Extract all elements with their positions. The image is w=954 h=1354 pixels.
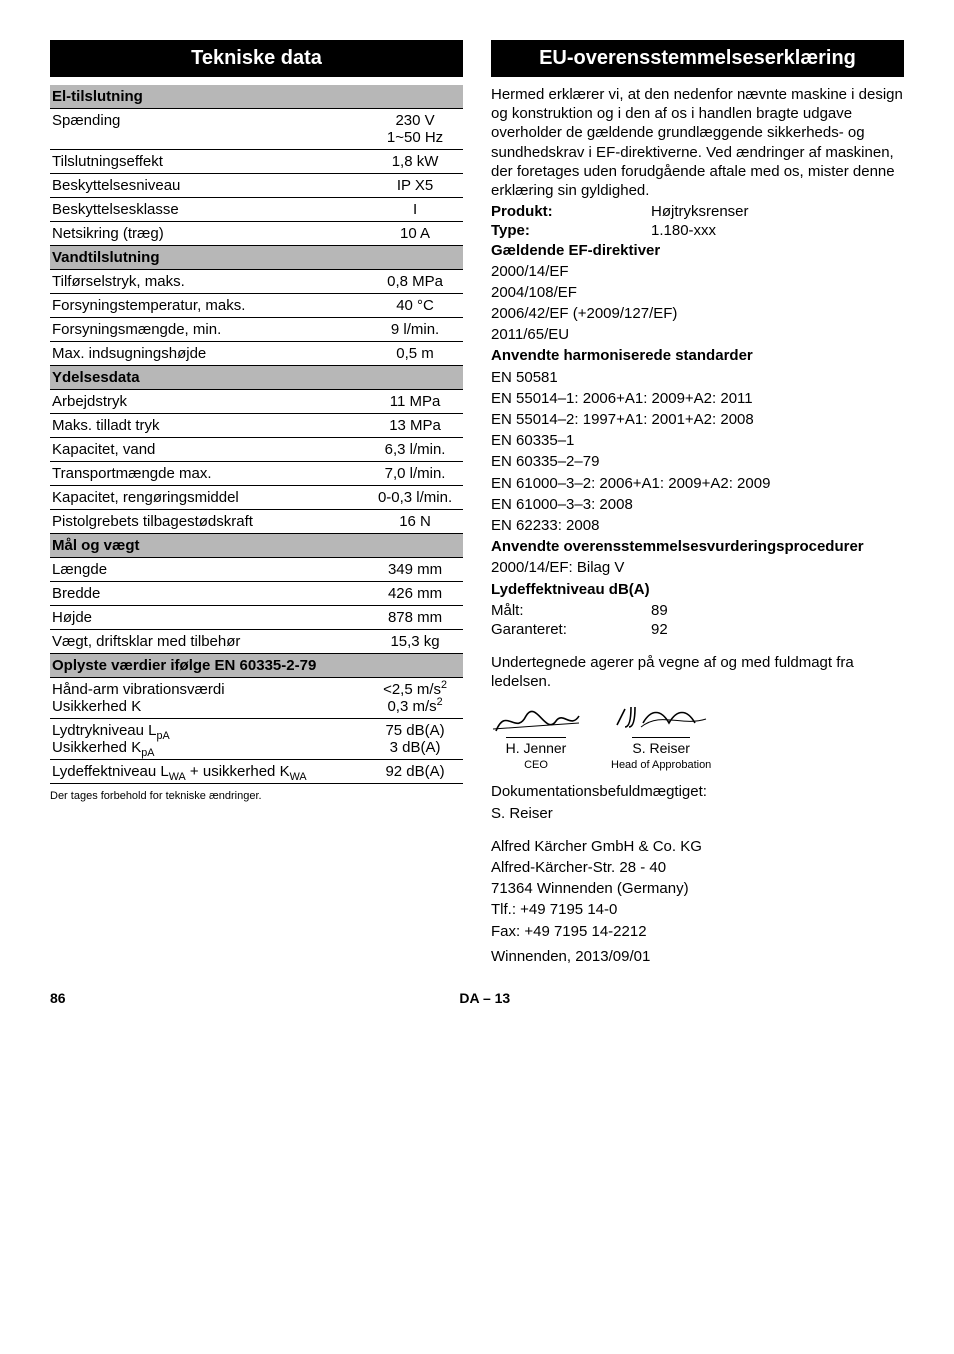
behalf-text: Undertegnede agerer på vegne af og med f… — [491, 653, 904, 691]
company-tel: Tlf.: +49 7195 14-0 — [491, 900, 904, 919]
table-row: BeskyttelsesniveauIP X5 — [50, 174, 463, 198]
table-row: Længde349 mm — [50, 558, 463, 582]
sound-row: Målt:89 — [491, 601, 904, 620]
table-row: Hånd-arm vibrationsværdiUsikkerhed K<2,5… — [50, 678, 463, 719]
table-row: Kapacitet, rengøringsmiddel0-0,3 l/min. — [50, 486, 463, 510]
table-group-header: Ydelsesdata — [50, 366, 463, 390]
sig1-name: H. Jenner — [506, 737, 567, 758]
type-row: Type: 1.180-xxx — [491, 221, 904, 240]
page-footer: 86 DA – 13 — [50, 990, 904, 1006]
declaration-intro: Hermed erklærer vi, at den nedenfor nævn… — [491, 85, 904, 200]
list-item: 2011/65/EU — [491, 325, 904, 344]
procedures-heading: Anvendte overensstemmelsesvurde­ringspro… — [491, 537, 904, 556]
standards-list: EN 50581 EN 55014–1: 2006+A1: 2009+A2: 20… — [491, 368, 904, 536]
sig2-name: S. Reiser — [632, 737, 690, 758]
tech-data-header: Tekniske data — [50, 40, 463, 77]
list-item: 2000/14/EF — [491, 262, 904, 281]
table-row: Spænding230 V1~50 Hz — [50, 109, 463, 150]
company-city: 71364 Winnenden (Germany) — [491, 879, 904, 898]
page-number-left: 86 — [50, 990, 66, 1006]
product-value: Højtryksrenser — [651, 202, 749, 221]
list-item: EN 61000–3–2: 2006+A1: 2009+A2: 2009 — [491, 474, 904, 493]
right-column: EU-overensstemmelses­erklæring Hermed er… — [491, 40, 904, 968]
table-row: Kapacitet, vand6,3 l/min. — [50, 438, 463, 462]
tech-data-table: El-tilslutningSpænding230 V1~50 HzTilslu… — [50, 85, 463, 784]
table-row: Maks. tilladt tryk13 MPa — [50, 414, 463, 438]
sig2-role: Head of Approbation — [611, 758, 711, 772]
list-item: 2006/42/EF (+2009/127/EF) — [491, 304, 904, 323]
table-group-header: El-tilslutning — [50, 85, 463, 109]
table-row: Lydeffektniveau LWA + usikker­hed KWA92 … — [50, 760, 463, 784]
signature-2: S. Reiser Head of Approbation — [611, 701, 711, 772]
list-item: EN 55014–2: 1997+A1: 2001+A2: 2008 — [491, 410, 904, 429]
doc-auth-label: Dokumentationsbefuldmægtiget: — [491, 782, 904, 801]
signature-1-icon — [491, 701, 581, 737]
list-item: EN 61000–3–3: 2008 — [491, 495, 904, 514]
declaration-date: Winnenden, 2013/09/01 — [491, 947, 904, 966]
table-row: Forsyningstemperatur, maks.40 °C — [50, 294, 463, 318]
sound-heading: Lydeffektniveau dB(A) — [491, 580, 904, 599]
table-row: Lydtrykniveau LpAUsikkerhed KpA75 dB(A)3… — [50, 719, 463, 760]
table-row: Transportmængde max.7,0 l/min. — [50, 462, 463, 486]
table-row: Vægt, driftsklar med tilbehør15,3 kg — [50, 630, 463, 654]
company-fax: Fax: +49 7195 14-2212 — [491, 922, 904, 941]
table-row: Max. indsugningshøjde0,5 m — [50, 342, 463, 366]
table-row: Forsyningsmængde, min.9 l/min. — [50, 318, 463, 342]
list-item: EN 55014–1: 2006+A1: 2009+A2: 2011 — [491, 389, 904, 408]
table-row: Tilslutningseffekt1,8 kW — [50, 150, 463, 174]
sound-rows: Målt:89Garanteret:92 — [491, 601, 904, 639]
table-group-header: Mål og vægt — [50, 534, 463, 558]
table-group-header: Vandtilslutning — [50, 246, 463, 270]
sig1-role: CEO — [524, 758, 548, 772]
list-item: EN 60335–2–79 — [491, 452, 904, 471]
product-label: Produkt: — [491, 202, 651, 221]
procedures-value: 2000/14/EF: Bilag V — [491, 558, 904, 577]
company-street: Alfred-Kärcher-Str. 28 - 40 — [491, 858, 904, 877]
directives-heading: Gældende EF-direktiver — [491, 241, 904, 260]
table-row: Tilførselstryk, maks.0,8 MPa — [50, 270, 463, 294]
company-name: Alfred Kärcher GmbH & Co. KG — [491, 837, 904, 856]
product-row: Produkt: Højtryksrenser — [491, 202, 904, 221]
signature-1: H. Jenner CEO — [491, 701, 581, 772]
table-row: Bredde426 mm — [50, 582, 463, 606]
tech-footnote: Der tages forbehold for tekniske ændring… — [50, 790, 463, 802]
declaration-header: EU-overensstemmelses­erklæring — [491, 40, 904, 77]
type-label: Type: — [491, 221, 651, 240]
list-item: 2004/108/EF — [491, 283, 904, 302]
type-value: 1.180-xxx — [651, 221, 716, 240]
signature-row: H. Jenner CEO S. Reiser Head of Approbat… — [491, 701, 904, 772]
table-row: BeskyttelsesklasseI — [50, 198, 463, 222]
directives-list: 2000/14/EF 2004/108/EF 2006/42/EF (+2009/1… — [491, 262, 904, 345]
table-row: Netsikring (træg)10 A — [50, 222, 463, 246]
list-item: EN 62233: 2008 — [491, 516, 904, 535]
signature-2-icon — [611, 701, 711, 737]
page-number-center: DA – 13 — [459, 990, 510, 1006]
sound-row: Garanteret:92 — [491, 620, 904, 639]
table-row: Højde878 mm — [50, 606, 463, 630]
table-row: Pistolgrebets tilbagestøds­kraft16 N — [50, 510, 463, 534]
standards-heading: Anvendte harmoniserede standarder — [491, 346, 904, 365]
list-item: EN 60335–1 — [491, 431, 904, 450]
left-column: Tekniske data El-tilslutningSpænding230 … — [50, 40, 463, 968]
list-item: EN 50581 — [491, 368, 904, 387]
table-row: Arbejdstryk11 MPa — [50, 390, 463, 414]
doc-auth-name: S. Reiser — [491, 804, 904, 823]
table-group-header: Oplyste værdier ifølge EN 60335-2-79 — [50, 654, 463, 678]
